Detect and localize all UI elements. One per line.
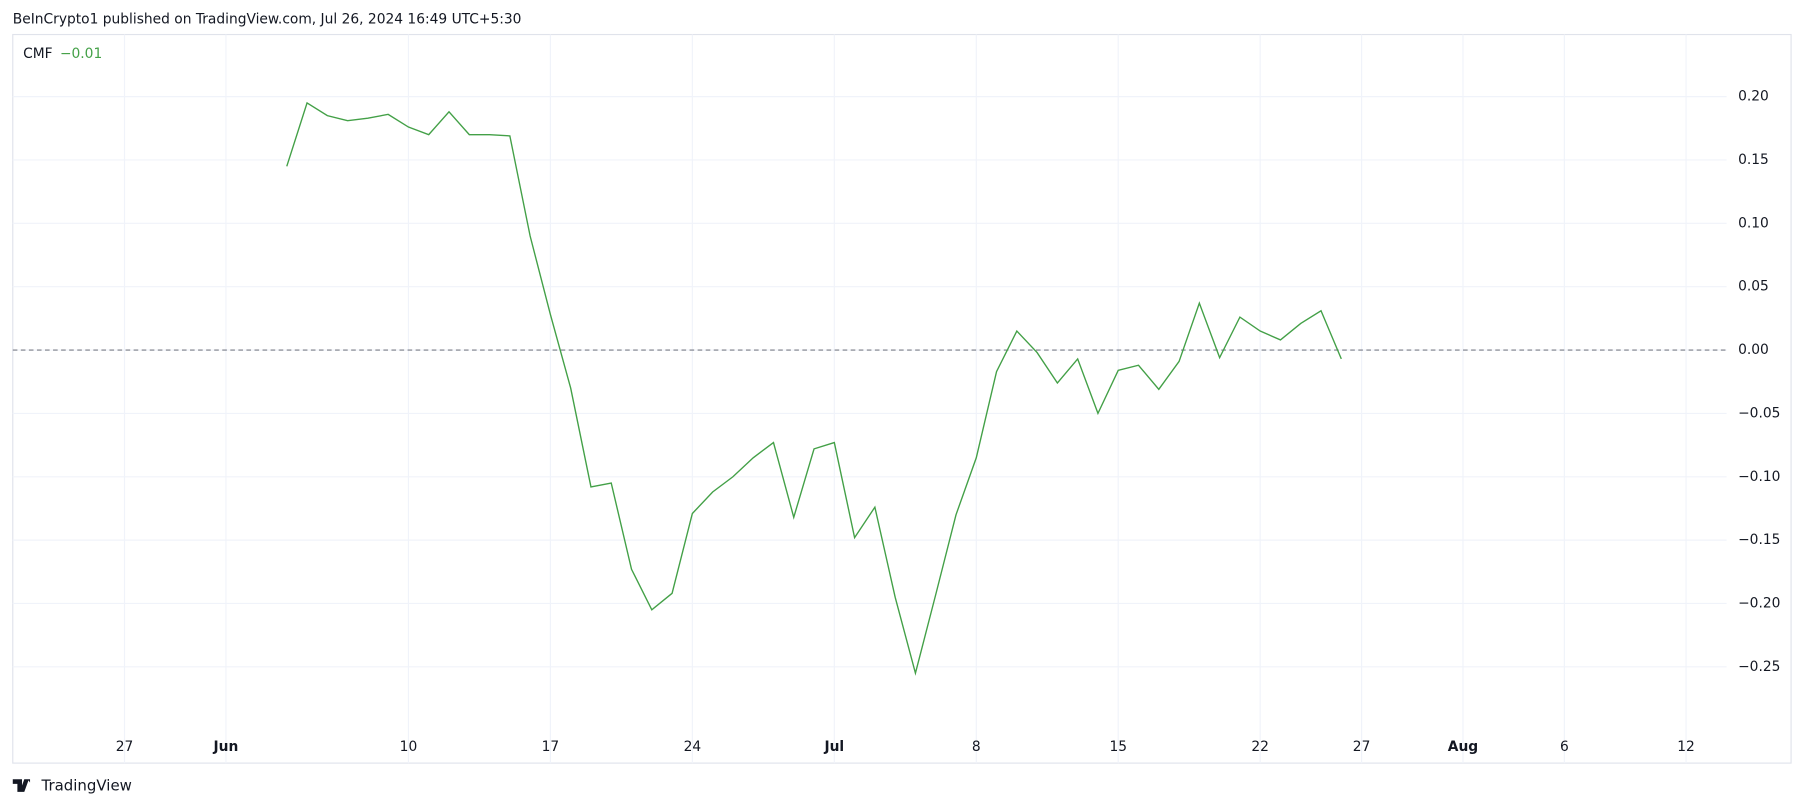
y-tick-label: −0.05 xyxy=(1738,405,1780,421)
y-tick-label: 0.20 xyxy=(1738,89,1769,105)
x-tick-label: 6 xyxy=(1560,739,1569,755)
y-tick-label: 0.05 xyxy=(1738,279,1769,295)
data-line xyxy=(286,101,1342,676)
chart-frame xyxy=(12,33,1792,764)
footer-logo xyxy=(12,779,31,792)
x-tick-label: 17 xyxy=(542,739,560,755)
y-tick-label: −0.25 xyxy=(1738,659,1780,675)
y-tick-label: −0.10 xyxy=(1738,469,1780,485)
y-tick-label: −0.15 xyxy=(1738,532,1780,548)
y-tick-label: 0.10 xyxy=(1738,215,1769,231)
x-tick-label: 27 xyxy=(116,739,134,755)
header: BeInCrypto1 published on TradingView.com… xyxy=(13,12,522,28)
x-tick-label: 24 xyxy=(684,739,702,755)
y-tick-label: 0.00 xyxy=(1738,342,1769,358)
legend-value: −0.01 xyxy=(60,46,102,62)
x-tick-label: Jul xyxy=(823,739,844,755)
x-tick-label: 12 xyxy=(1677,739,1695,755)
x-tick-label: 10 xyxy=(400,739,418,755)
y-tick-label: −0.20 xyxy=(1738,595,1780,611)
x-tick-label: Aug xyxy=(1448,739,1478,755)
plot xyxy=(286,101,1342,676)
footer-text: TradingView xyxy=(41,777,132,795)
legend-name: CMF xyxy=(23,46,53,62)
x-tick-label: 8 xyxy=(972,739,981,755)
x-tick-label: 15 xyxy=(1109,739,1127,755)
grid: −0.25 −0.20 −0.15 −0.10 −0.05 0.00 0.05 0.10 0.1… xyxy=(12,34,1780,764)
x-tick-label: Jun xyxy=(213,739,239,755)
y-tick-label: 0.15 xyxy=(1738,152,1769,168)
x-tick-label: 27 xyxy=(1353,739,1371,755)
x-tick-label: 22 xyxy=(1251,739,1269,755)
